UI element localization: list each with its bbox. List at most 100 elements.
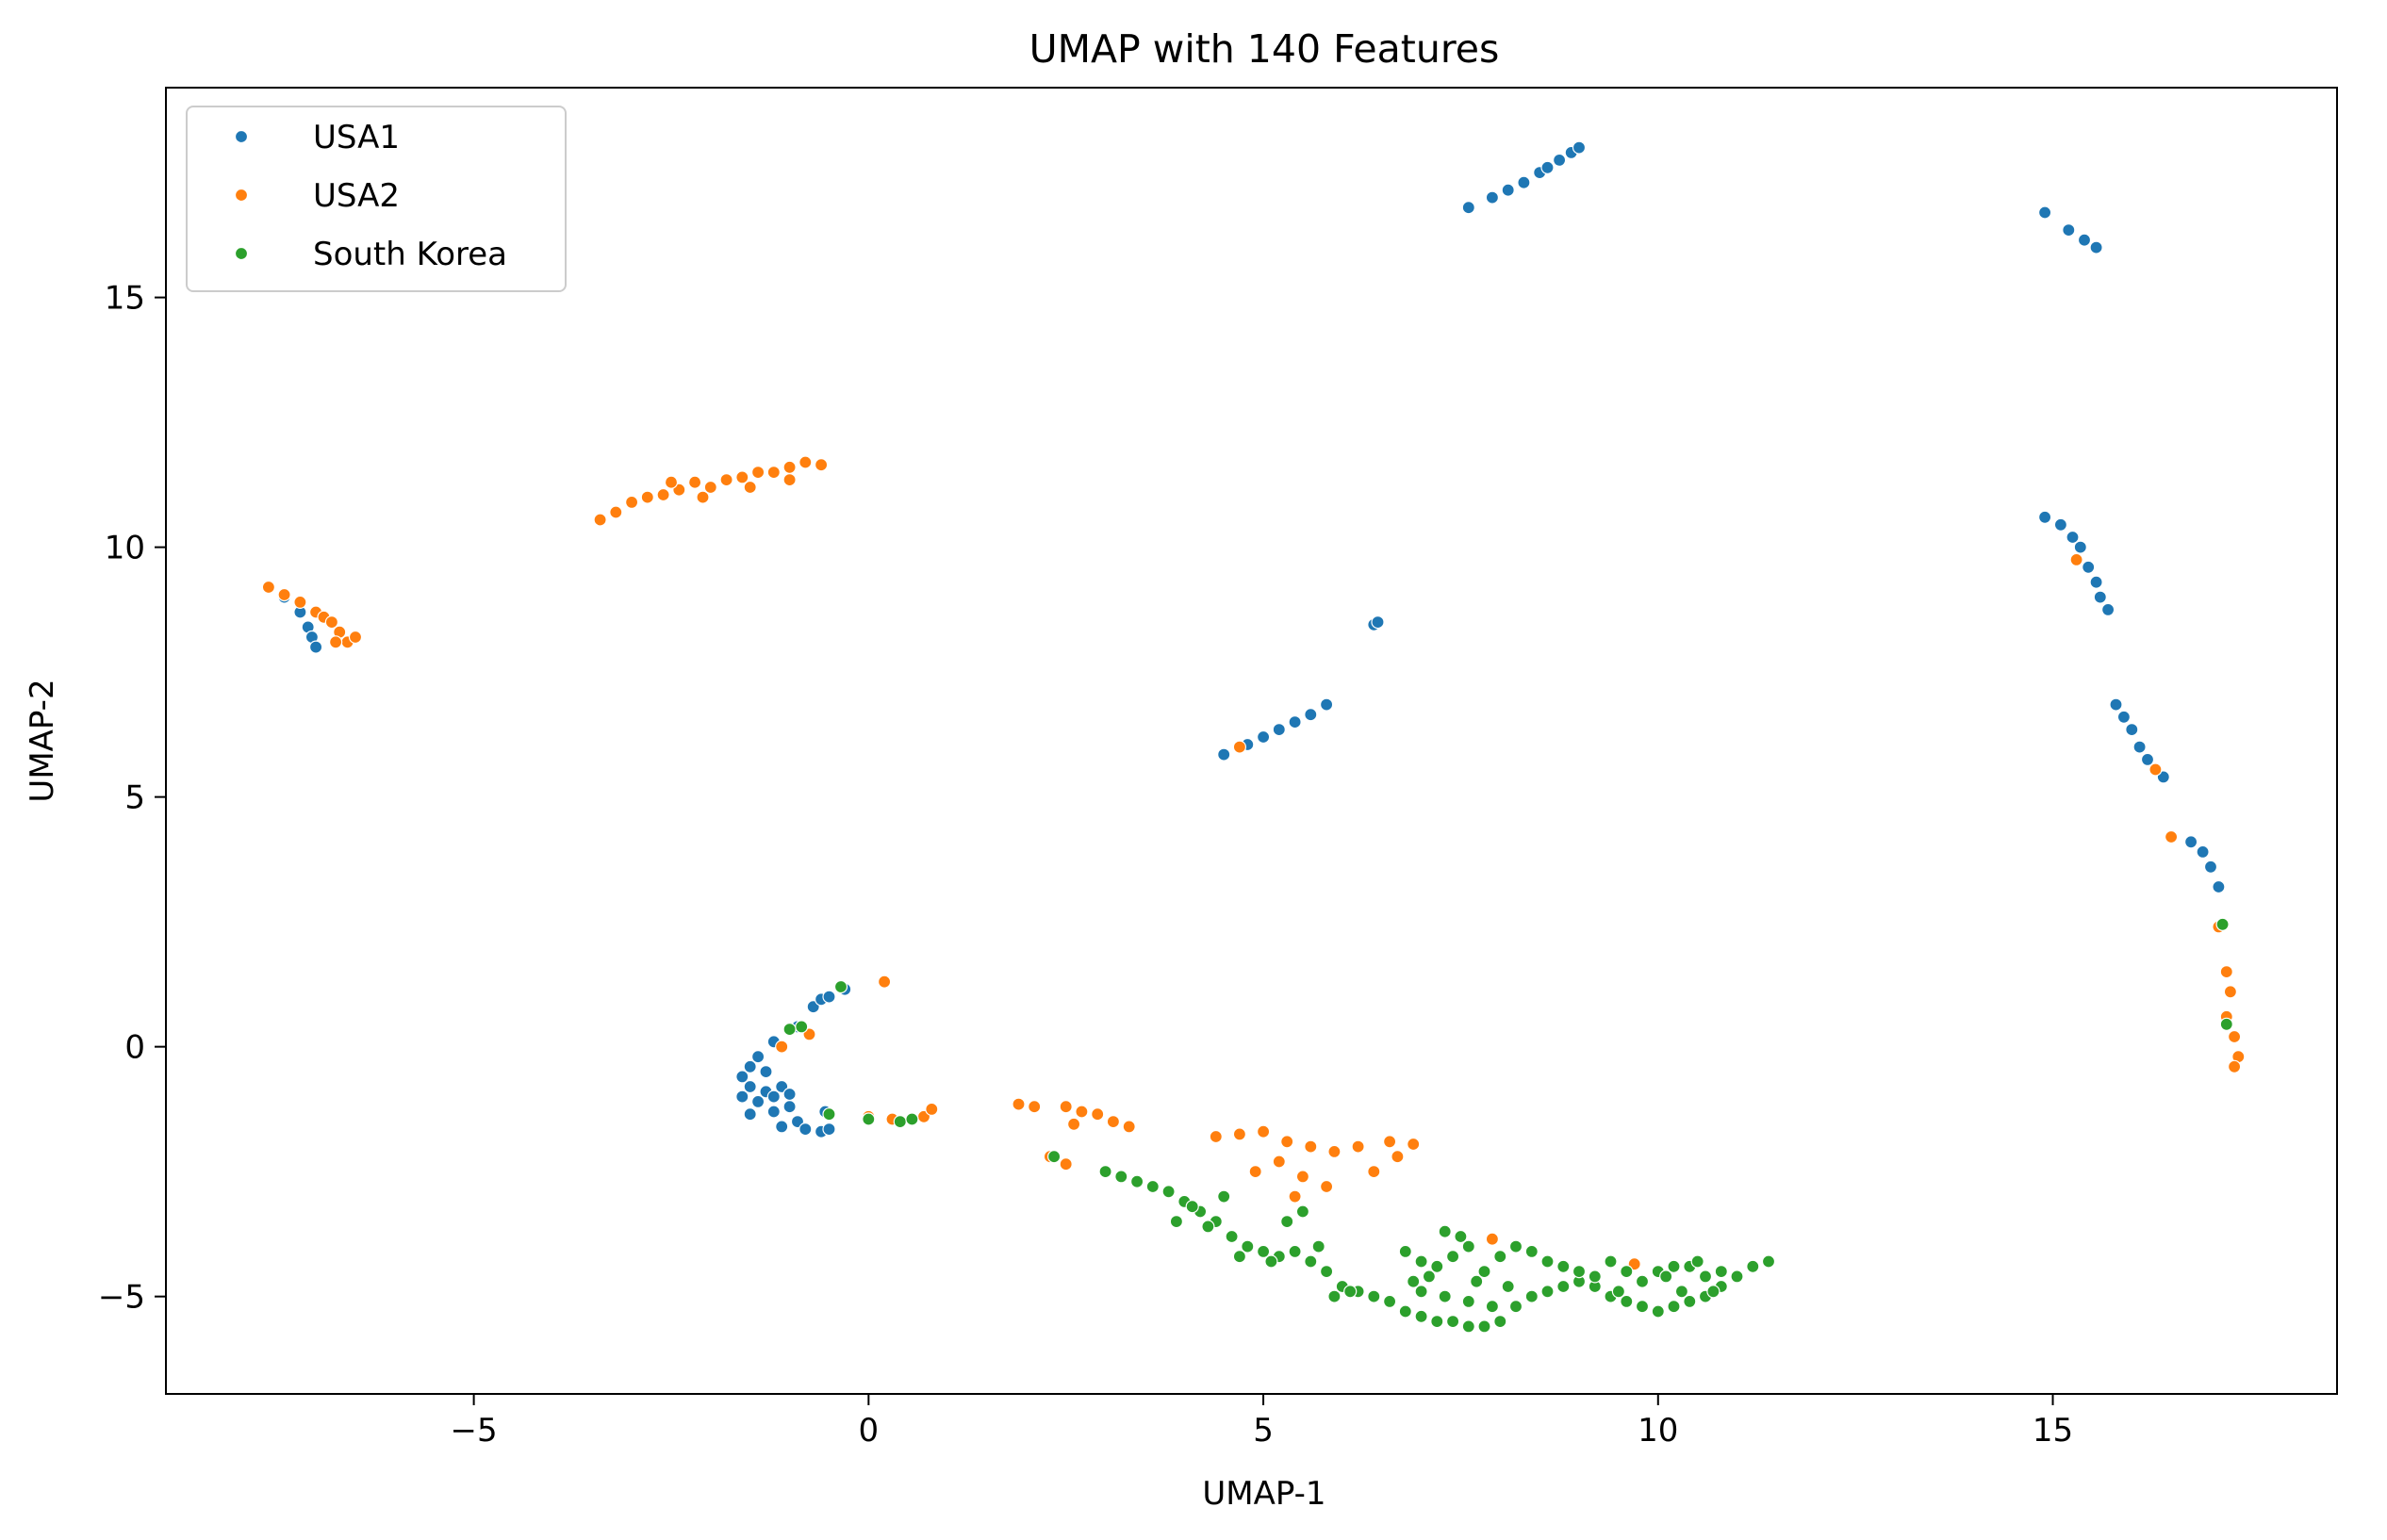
point-south-korea-28 — [1382, 1294, 1397, 1309]
point-south-korea-77 — [1438, 1289, 1452, 1303]
point-usa2-37 — [2228, 1029, 2242, 1044]
point-usa2-10 — [750, 466, 765, 480]
point-usa1-50 — [766, 1089, 781, 1104]
point-usa1-39 — [2140, 752, 2155, 767]
point-south-korea-32 — [1445, 1314, 1460, 1329]
point-usa2-44 — [1012, 1097, 1026, 1111]
point-usa1-15 — [1217, 747, 1231, 762]
point-south-korea-81 — [1470, 1274, 1484, 1288]
point-south-korea-13 — [1145, 1179, 1160, 1194]
point-usa2-32 — [2165, 829, 2179, 844]
point-usa2-69 — [1367, 1164, 1381, 1179]
point-usa1-41 — [2184, 835, 2198, 849]
legend-label: South Korea — [313, 236, 507, 273]
point-usa2-3 — [640, 490, 654, 504]
point-usa1-3 — [1517, 175, 1531, 189]
point-south-korea-34 — [1477, 1319, 1491, 1334]
point-usa2-70 — [1391, 1150, 1405, 1164]
point-south-korea-87 — [1706, 1285, 1720, 1299]
point-usa2-8 — [719, 473, 733, 487]
point-south-korea-54 — [1414, 1254, 1428, 1269]
point-usa1-5 — [1540, 160, 1555, 174]
legend-box — [186, 106, 567, 292]
point-usa1-43 — [2203, 860, 2218, 874]
point-usa2-62 — [1327, 1144, 1342, 1159]
point-usa2-12 — [782, 460, 797, 474]
point-usa2-51 — [1066, 1117, 1081, 1131]
chart-title: UMAP with 140 Features — [1029, 26, 1500, 72]
point-usa1-32 — [2089, 575, 2103, 589]
point-south-korea-1 — [893, 1114, 907, 1129]
point-usa2-73 — [1485, 1232, 1500, 1246]
point-usa2-59 — [1256, 1124, 1271, 1139]
legend: USA1 USA2 South Korea — [186, 106, 567, 292]
point-usa2-43 — [925, 1102, 939, 1117]
point-south-korea-39 — [1556, 1279, 1571, 1294]
point-usa1-51 — [750, 1094, 765, 1109]
point-usa1-47 — [735, 1070, 749, 1084]
point-south-korea-82 — [1422, 1270, 1437, 1284]
point-usa1-18 — [1272, 722, 1286, 737]
point-usa1-14 — [1371, 614, 1385, 630]
point-south-korea-31 — [1430, 1314, 1444, 1329]
point-usa1-59 — [822, 1122, 836, 1137]
point-south-korea-61 — [1524, 1244, 1539, 1259]
point-usa1-27 — [2038, 510, 2052, 524]
point-south-korea-43 — [1620, 1294, 1634, 1309]
point-usa2-60 — [1280, 1135, 1294, 1149]
point-usa1-11 — [2077, 233, 2092, 247]
point-usa2-4 — [656, 487, 670, 502]
point-usa1-46 — [743, 1059, 757, 1073]
point-south-korea-68 — [1635, 1274, 1650, 1288]
point-usa1-6 — [1552, 153, 1567, 167]
points-layer — [261, 140, 2246, 1334]
point-usa2-20 — [277, 587, 291, 602]
point-south-korea-79 — [1485, 1300, 1500, 1314]
point-usa2-35 — [2223, 985, 2237, 999]
point-usa1-56 — [775, 1120, 789, 1134]
point-south-korea-20 — [1256, 1244, 1271, 1259]
y-tick-label: 5 — [124, 779, 145, 817]
x-tick-label: 15 — [2033, 1412, 2073, 1450]
point-usa2-29 — [1232, 740, 1247, 754]
point-south-korea-18 — [1225, 1229, 1239, 1244]
point-usa1-10 — [2062, 223, 2076, 238]
point-south-korea-76 — [1414, 1285, 1428, 1299]
x-axis-label: UMAP-1 — [1202, 1475, 1325, 1513]
point-usa1-64 — [782, 1087, 797, 1102]
point-usa2-54 — [877, 975, 892, 989]
point-south-korea-55 — [1430, 1259, 1444, 1273]
point-south-korea-50 — [1730, 1270, 1744, 1284]
point-usa2-72 — [1248, 1164, 1262, 1179]
point-south-korea-62 — [1540, 1254, 1555, 1269]
point-south-korea-90 — [1185, 1200, 1199, 1214]
point-usa2-27 — [348, 630, 363, 645]
point-south-korea-7 — [2215, 917, 2230, 931]
point-usa2-61 — [1304, 1139, 1318, 1154]
point-south-korea-2 — [905, 1112, 919, 1126]
point-south-korea-95 — [1280, 1214, 1294, 1229]
y-tick-label: −5 — [98, 1279, 145, 1317]
point-usa2-45 — [1028, 1100, 1042, 1114]
point-usa1-19 — [1288, 714, 1302, 729]
point-south-korea-47 — [1683, 1294, 1697, 1309]
point-south-korea-84 — [1611, 1285, 1626, 1299]
point-south-korea-6 — [782, 1022, 797, 1037]
point-south-korea-35 — [1493, 1314, 1507, 1329]
point-usa1-9 — [2038, 205, 2052, 220]
point-south-korea-83 — [1407, 1274, 1421, 1288]
point-usa2-7 — [703, 480, 717, 495]
point-usa1-38 — [2132, 740, 2147, 754]
point-usa2-30 — [2069, 552, 2083, 567]
point-south-korea-70 — [1667, 1259, 1681, 1273]
point-south-korea-37 — [1524, 1289, 1539, 1303]
point-south-korea-64 — [1572, 1264, 1587, 1279]
point-usa2-15 — [664, 475, 679, 489]
point-south-korea-19 — [1241, 1239, 1255, 1253]
ticks-layer: −5 0 5 10 15 −5 0 5 10 15 — [98, 280, 2073, 1450]
legend-label: USA1 — [313, 119, 400, 156]
point-usa1-8 — [1572, 140, 1587, 155]
point-south-korea-72 — [1698, 1270, 1713, 1284]
point-usa2-16 — [696, 490, 710, 504]
point-south-korea-56 — [1445, 1250, 1460, 1264]
